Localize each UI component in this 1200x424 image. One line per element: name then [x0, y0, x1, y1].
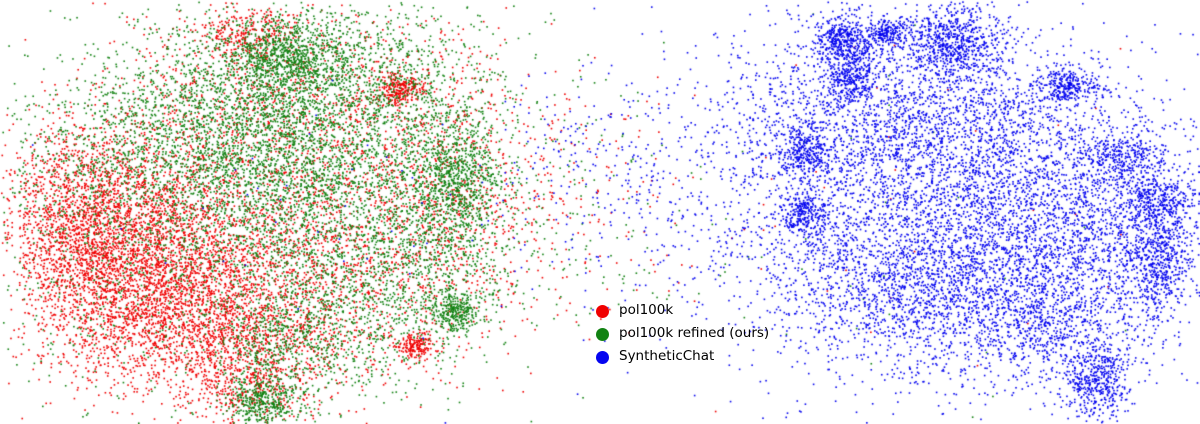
legend-item-syntheticchat: SyntheticChat	[596, 348, 769, 366]
legend-label-pol100k-refined: pol100k refined (ours)	[619, 325, 770, 342]
red-dot-icon	[596, 304, 609, 318]
legend-item-pol100k-refined: pol100k refined (ours)	[596, 325, 769, 343]
blue-dot-icon	[596, 350, 609, 364]
legend-item-pol100k: pol100k	[596, 302, 769, 320]
legend-label-syntheticchat: SyntheticChat	[619, 348, 715, 365]
legend-label-pol100k: pol100k	[619, 302, 674, 319]
green-dot-icon	[596, 327, 609, 341]
legend: pol100k pol100k refined (ours) Synthetic…	[596, 302, 769, 366]
